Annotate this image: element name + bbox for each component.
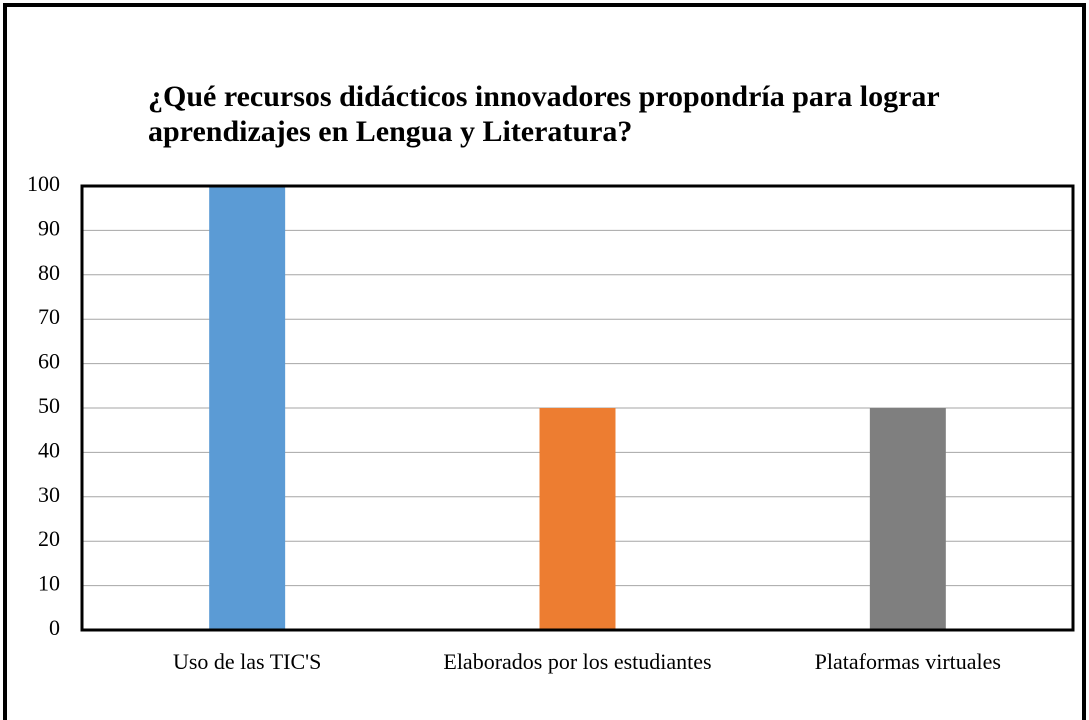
bar <box>869 408 946 630</box>
x-tick-label: Elaborados por los estudiantes <box>443 649 711 674</box>
bar <box>209 186 286 630</box>
y-tick-label: 0 <box>49 615 60 640</box>
bar <box>539 408 616 630</box>
x-tick-label: Uso de las TIC'S <box>173 649 321 674</box>
x-tick-label: Plataformas virtuales <box>815 649 1001 674</box>
y-tick-label: 60 <box>38 349 60 374</box>
y-tick-label: 20 <box>38 526 60 551</box>
y-tick-label: 10 <box>38 571 60 596</box>
y-tick-label: 80 <box>38 260 60 285</box>
y-tick-label: 30 <box>38 482 60 507</box>
y-tick-label: 40 <box>38 437 60 462</box>
y-tick-label: 90 <box>38 215 60 240</box>
y-tick-label: 70 <box>38 304 60 329</box>
y-tick-label: 50 <box>38 393 60 418</box>
plot-border <box>80 184 1075 632</box>
chart-border <box>3 3 1086 720</box>
chart-title: aprendizajes en Lengua y Literatura? <box>148 115 632 148</box>
y-tick-label: 100 <box>27 171 60 196</box>
chart-title: ¿Qué recursos didácticos innovadores pro… <box>148 80 940 113</box>
